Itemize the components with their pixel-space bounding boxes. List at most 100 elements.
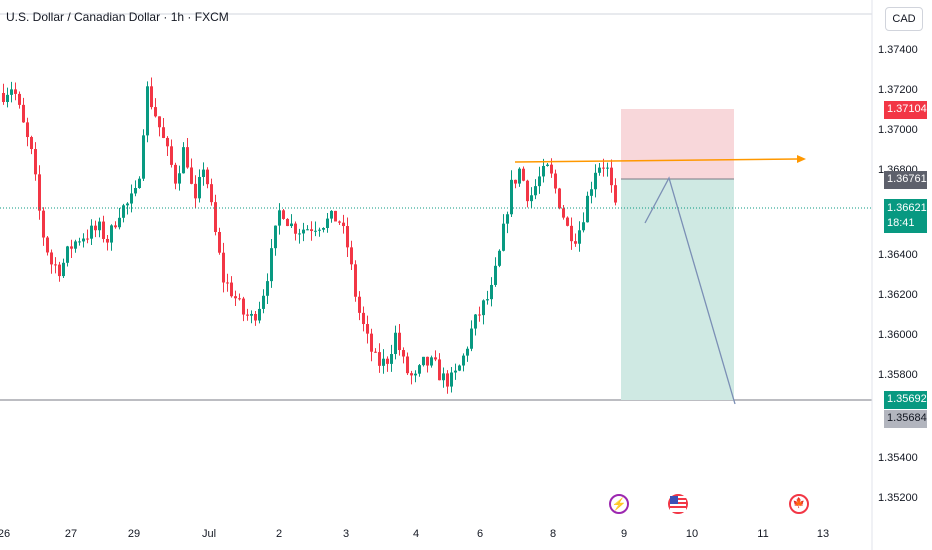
candle-up bbox=[138, 178, 141, 189]
candle-down bbox=[54, 264, 57, 266]
y-tick-label: 1.37400 bbox=[878, 44, 918, 56]
y-tick-label: 1.35200 bbox=[878, 492, 918, 504]
candle-down bbox=[574, 241, 577, 244]
candle-up bbox=[534, 186, 537, 196]
candle-up bbox=[90, 225, 93, 239]
take-profit-zone[interactable] bbox=[621, 179, 734, 400]
x-tick-label: 8 bbox=[549, 528, 557, 540]
candle-up bbox=[462, 355, 465, 366]
projection-path[interactable] bbox=[644, 176, 736, 405]
candle-up bbox=[330, 210, 333, 219]
candle-down bbox=[342, 222, 345, 227]
candle-down bbox=[2, 93, 5, 102]
bar-countdown: 18:41 bbox=[887, 217, 915, 229]
candle-down bbox=[106, 238, 109, 243]
candle-down bbox=[46, 237, 49, 253]
candle-down bbox=[562, 208, 565, 218]
candle-up bbox=[298, 233, 301, 235]
candle-up bbox=[510, 179, 513, 215]
candle-up bbox=[414, 373, 417, 376]
stop-loss-zone[interactable] bbox=[621, 109, 734, 179]
candle-up bbox=[382, 358, 385, 366]
candle-up bbox=[430, 357, 433, 366]
y-tick-label: 1.37200 bbox=[878, 84, 918, 96]
candle-up bbox=[262, 295, 265, 309]
candle-down bbox=[334, 210, 337, 222]
candle-down bbox=[566, 217, 569, 226]
candle-up bbox=[126, 203, 129, 206]
candle-up bbox=[10, 89, 13, 95]
candle-down bbox=[186, 147, 189, 168]
candle-down bbox=[170, 146, 173, 165]
x-tick-label: 27 bbox=[64, 528, 78, 540]
symbol-title: U.S. Dollar / Canadian Dollar · 1h · FXC… bbox=[6, 10, 229, 24]
current-price-tag: 1.36621 18:41 bbox=[884, 199, 927, 233]
canada-flag-icon[interactable]: 🍁 bbox=[789, 494, 809, 514]
candle-down bbox=[338, 221, 341, 223]
candle-down bbox=[358, 296, 361, 313]
candle-up bbox=[134, 188, 137, 194]
candle-up bbox=[590, 189, 593, 196]
currency-button[interactable]: CAD bbox=[885, 7, 923, 31]
candle-down bbox=[346, 226, 349, 248]
candle-up bbox=[578, 230, 581, 244]
candle-up bbox=[266, 281, 269, 296]
entry-price-tag: 1.36761 bbox=[884, 171, 927, 189]
y-tick-label: 1.36000 bbox=[878, 329, 918, 341]
candle-up bbox=[518, 168, 521, 184]
candle-up bbox=[470, 328, 473, 349]
candle-down bbox=[402, 350, 405, 357]
candle-up bbox=[394, 332, 397, 355]
candle-down bbox=[238, 298, 241, 300]
x-tick-label: 3 bbox=[342, 528, 350, 540]
candle-up bbox=[458, 365, 461, 371]
candle-down bbox=[526, 180, 529, 202]
candle-down bbox=[58, 264, 61, 277]
candle-up bbox=[418, 365, 421, 374]
candle-down bbox=[38, 174, 41, 211]
resistance-arrow-head bbox=[797, 155, 806, 163]
candle-up bbox=[442, 373, 445, 381]
candle-down bbox=[50, 252, 53, 265]
candle-up bbox=[582, 222, 585, 231]
candle-down bbox=[438, 359, 441, 381]
candle-down bbox=[362, 312, 365, 325]
candle-down bbox=[550, 164, 553, 174]
x-tick-label: 9 bbox=[620, 528, 628, 540]
candle-down bbox=[226, 282, 229, 284]
candle-up bbox=[326, 218, 329, 229]
candle-up bbox=[390, 354, 393, 364]
lightning-icon[interactable]: ⚡ bbox=[609, 494, 629, 514]
candle-down bbox=[570, 225, 573, 242]
candle-down bbox=[406, 356, 409, 374]
candle-down bbox=[22, 104, 25, 123]
candle-down bbox=[478, 314, 481, 316]
x-tick-label: Jul bbox=[201, 528, 217, 540]
candle-down bbox=[614, 185, 617, 203]
candle-down bbox=[166, 137, 169, 147]
candle-down bbox=[254, 313, 257, 321]
us-flag-icon[interactable] bbox=[668, 494, 688, 514]
candle-up bbox=[598, 167, 601, 173]
candle-up bbox=[594, 172, 597, 190]
candle-up bbox=[490, 284, 493, 300]
candle-up bbox=[278, 210, 281, 226]
candle-down bbox=[602, 167, 605, 169]
resistance-line[interactable] bbox=[514, 158, 799, 163]
candle-down bbox=[190, 167, 193, 184]
candle-down bbox=[282, 210, 285, 219]
candle-down bbox=[434, 357, 437, 360]
candle-up bbox=[250, 313, 253, 316]
candle-up bbox=[538, 176, 541, 187]
current-price-value: 1.36621 bbox=[887, 202, 927, 214]
candle-up bbox=[502, 223, 505, 251]
candle-up bbox=[130, 193, 133, 204]
x-tick-label: 6 bbox=[476, 528, 484, 540]
candle-down bbox=[446, 373, 449, 387]
candle-down bbox=[214, 202, 217, 232]
candlestick-series bbox=[2, 77, 617, 394]
candle-up bbox=[66, 246, 69, 263]
candle-up bbox=[306, 229, 309, 231]
candle-down bbox=[554, 173, 557, 189]
